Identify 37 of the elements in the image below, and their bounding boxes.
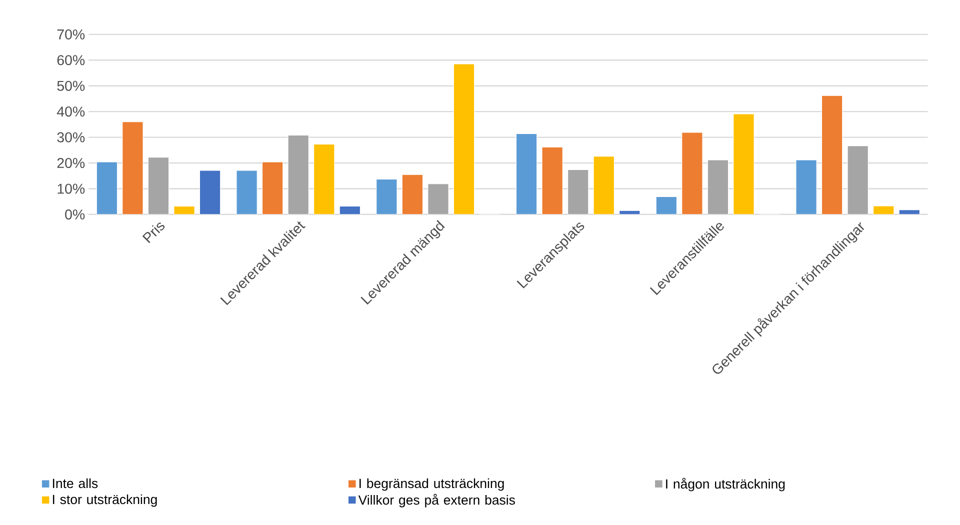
- bar: [682, 132, 703, 214]
- bar: [593, 156, 614, 214]
- bar: [567, 169, 589, 214]
- y-tick-label: 20%: [57, 158, 85, 168]
- bar: [122, 121, 144, 214]
- bar: [262, 162, 284, 214]
- legend-label: I stor utsträckning: [52, 494, 157, 507]
- bar: [148, 156, 170, 214]
- y-tick-label: 50%: [57, 80, 85, 91]
- y-tick-label: 0%: [65, 209, 85, 220]
- legend-label: Villkor ges på extern basis: [358, 494, 515, 508]
- bar: [428, 183, 449, 214]
- bar: [402, 174, 424, 214]
- y-tick-label: 40%: [56, 106, 85, 116]
- bar: [96, 162, 118, 214]
- bar: [314, 144, 335, 214]
- legend-label: I begränsad utsträckning: [360, 478, 504, 491]
- bar: [516, 133, 538, 214]
- y-tick-label: 10%: [58, 184, 85, 194]
- bar: [733, 113, 754, 214]
- x-tick-label: Pris: [142, 222, 165, 243]
- bar: [199, 170, 221, 214]
- bar: [542, 146, 563, 214]
- bar: [453, 64, 475, 214]
- y-tick-label: 30%: [57, 132, 85, 142]
- bar: [288, 134, 309, 214]
- bar: [236, 170, 258, 214]
- legend-label: Inte alls: [52, 478, 98, 488]
- y-tick-label: 60%: [57, 54, 85, 66]
- bar: [707, 159, 729, 214]
- bar: [847, 145, 868, 214]
- bar: [656, 196, 678, 214]
- bar: [376, 178, 398, 214]
- y-tick-label: 70%: [57, 29, 85, 40]
- bar: [796, 159, 817, 214]
- legend-label: I någon utsträckning: [666, 478, 785, 492]
- bar: [821, 95, 843, 214]
